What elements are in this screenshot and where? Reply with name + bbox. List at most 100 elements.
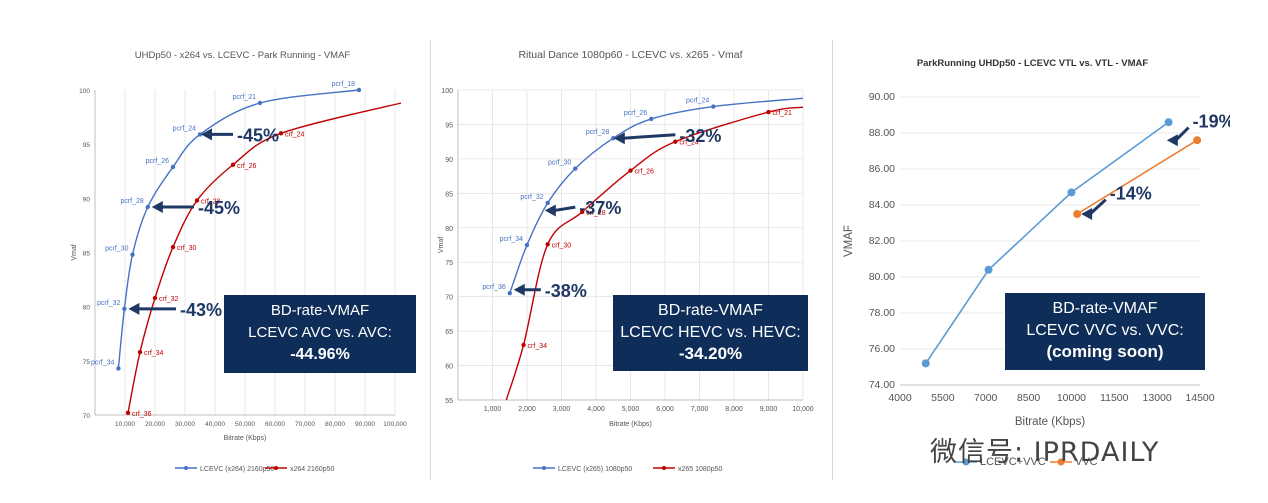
bd-rate-box (224, 295, 416, 373)
x-tick-label: 14500 (1185, 392, 1214, 404)
bd-rate-box-line-1: BD-rate-VMAF (271, 302, 369, 319)
annotation-arrowhead (613, 132, 625, 145)
x-tick-label: 4000 (888, 392, 912, 404)
y-tick-label: 82.00 (869, 235, 895, 247)
y-tick-label: 84.00 (869, 199, 895, 211)
series-line-0 (509, 97, 804, 294)
data-point-1 (580, 209, 585, 215)
data-label: pcrf_34 (91, 359, 114, 366)
data-point-0 (711, 104, 716, 109)
x-tick-label: 30,000 (175, 421, 195, 428)
data-point-0 (145, 204, 150, 210)
data-label: pcrf_32 (520, 194, 543, 201)
data-label: crf_21 (773, 110, 793, 117)
annotation-label: -37% (579, 198, 621, 218)
x-tick-label: 100,000 (383, 421, 407, 428)
legend-marker (542, 466, 546, 470)
bd-rate-box-line-1: BD-rate-VMAF (658, 302, 763, 319)
x-tick-label: 6,000 (656, 406, 674, 413)
x-tick-label: 9,000 (760, 406, 778, 413)
data-point-1 (137, 349, 143, 355)
legend-marker (1057, 458, 1065, 466)
y-tick-label: 90 (445, 157, 453, 164)
x-tick-label: 2,000 (518, 406, 536, 413)
series-line-1 (505, 106, 804, 401)
x-tick-label: 8500 (1017, 392, 1041, 404)
data-point-1 (152, 295, 158, 301)
x-tick-label: 60,000 (265, 421, 285, 428)
data-point-0 (984, 265, 993, 274)
y-tick-label: 74.00 (869, 379, 895, 391)
data-label: crf_24 (679, 140, 699, 147)
x-tick-label: 11500 (1100, 392, 1129, 404)
bd-rate-box-line-3: -34.20% (679, 344, 742, 363)
legend-label: LCEVC+VVC (980, 456, 1046, 468)
annotation-arrow (622, 133, 676, 140)
x-tick-label: 10000 (1057, 392, 1086, 404)
x-tick-label: 10,000 (792, 406, 814, 413)
annotation-arrow (553, 205, 576, 213)
data-point-0 (649, 116, 654, 122)
y-tick-label: 60 (445, 364, 453, 371)
legend-marker (274, 466, 278, 470)
data-point-0 (356, 87, 362, 93)
x-tick-label: 3,000 (553, 406, 571, 413)
y-tick-label: 80 (83, 305, 91, 312)
y-tick-label: 65 (445, 329, 453, 336)
legend-label: VVC (1075, 456, 1098, 468)
y-axis-label: Vmaf (71, 244, 78, 260)
data-label: crf_36 (132, 411, 152, 418)
x-tick-label: 5,000 (622, 406, 640, 413)
data-point-0 (921, 359, 930, 368)
y-tick-label: 90 (83, 196, 91, 203)
data-label: crf_34 (528, 343, 548, 350)
chart-vvc: ParkRunning UHDp50 - LCEVC VTL vs. VTL -… (843, 58, 1230, 468)
legend-marker (662, 466, 666, 470)
bd-rate-box-line-3: -44.96% (290, 346, 350, 363)
data-label: pcrf_30 (105, 246, 128, 253)
y-tick-label: 95 (445, 122, 453, 129)
annotation-arrowhead (1081, 208, 1093, 220)
data-point-0 (130, 252, 135, 257)
y-tick-label: 86.00 (869, 163, 895, 175)
data-point-1 (1193, 136, 1202, 145)
divider-2 (832, 40, 833, 480)
data-label: pcrf_36 (482, 284, 505, 291)
y-tick-label: 100 (79, 88, 90, 95)
y-axis-label: Vmaf (438, 237, 445, 253)
annotation-arrowhead (1166, 134, 1178, 147)
y-tick-label: 88.00 (869, 127, 895, 139)
series-line-1 (127, 102, 402, 413)
x-axis-label: Bitrate (Kbps) (609, 421, 652, 428)
data-point-1 (1073, 210, 1082, 218)
x-tick-label: 1,000 (484, 406, 502, 413)
annotation-arrowhead (201, 128, 212, 141)
y-tick-label: 95 (83, 142, 91, 149)
data-point-1 (628, 168, 633, 173)
data-point-0 (257, 100, 263, 106)
chart-hevc: Ritual Dance 1080p60 - LCEVC vs. x265 - … (438, 49, 814, 473)
x-tick-label: 7000 (974, 392, 998, 404)
x-tick-label: 5500 (931, 392, 955, 404)
annotation-label: -43% (180, 300, 222, 320)
legend-label: x265 1080p50 (678, 466, 722, 473)
chart-title: ParkRunning UHDp50 - LCEVC VTL vs. VTL -… (917, 58, 1149, 69)
legend-marker (184, 466, 188, 470)
data-point-1 (673, 139, 678, 144)
annotation-label: -19% (1193, 112, 1230, 132)
bd-rate-box (1005, 293, 1205, 370)
y-tick-label: 70 (83, 413, 91, 420)
annotation-label: -45% (237, 125, 279, 145)
data-label: pcrf_24 (686, 98, 709, 105)
data-label: crf_28 (201, 199, 221, 206)
data-label: pcrf_26 (624, 110, 647, 117)
annotation-arrowhead (544, 204, 556, 217)
data-label: crf_26 (237, 163, 257, 170)
bd-rate-box-line-1: BD-rate-VMAF (1053, 300, 1158, 317)
bd-rate-box-line-2: LCEVC VVC vs. VVC: (1026, 322, 1183, 339)
data-point-0 (507, 291, 512, 296)
data-label: pcrf_28 (120, 198, 143, 205)
y-tick-label: 76.00 (869, 343, 895, 355)
data-label: crf_34 (144, 350, 164, 357)
y-tick-label: 85 (83, 251, 91, 258)
